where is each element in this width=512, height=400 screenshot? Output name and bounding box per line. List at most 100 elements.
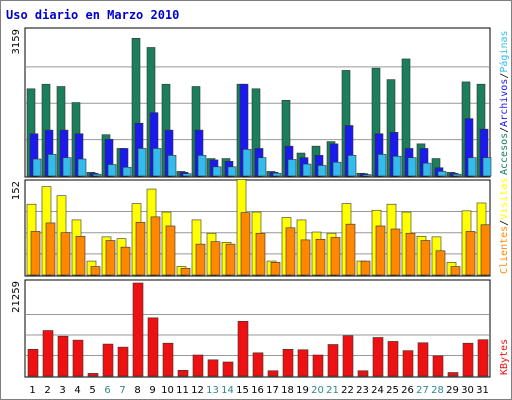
x-tick-day-31: 31 [476, 385, 489, 396]
x-tick-day-5: 5 [89, 385, 95, 396]
panel-3-legend: KBytes [499, 339, 510, 375]
panel-2-ymax-label: 152 [11, 181, 22, 200]
bar-clientes-day-25 [390, 228, 401, 276]
bar-clientes-day-3 [60, 232, 71, 276]
bar-pginas-day-22 [347, 155, 357, 177]
x-tick-day-26: 26 [401, 385, 414, 396]
bar-clientes-day-4 [75, 235, 86, 276]
legend-separator: / [499, 127, 510, 133]
bar-pginas-day-27 [422, 162, 432, 177]
bar-clientes-day-14 [225, 243, 236, 276]
bar-clientes-day-13 [210, 241, 221, 276]
bar-pginas-day-24 [377, 154, 387, 177]
bar-pginas-day-18 [287, 159, 297, 177]
x-tick-day-28: 28 [431, 385, 444, 396]
bar-kbytes-day-14 [222, 361, 234, 377]
panel-3-frame [24, 279, 491, 378]
panel-3-ymax-label: 21259 [11, 281, 22, 313]
legend-visitas: Visitas [499, 178, 510, 220]
x-tick-day-2: 2 [44, 385, 50, 396]
x-tick-day-30: 30 [461, 385, 474, 396]
bar-pginas-day-4 [77, 158, 87, 177]
x-tick-day-13: 13 [206, 385, 219, 396]
bar-clientes-day-15 [240, 212, 251, 276]
bar-kbytes-day-11 [177, 370, 189, 377]
bar-kbytes-day-15 [237, 321, 249, 377]
bar-clientes-day-5 [90, 266, 101, 276]
bar-kbytes-day-1 [27, 349, 39, 377]
bar-clientes-day-29 [450, 266, 461, 276]
panel-1-ymax-label: 3159 [11, 29, 22, 54]
bar-pginas-day-14 [227, 166, 237, 177]
bar-clientes-day-6 [105, 240, 116, 276]
x-tick-day-14: 14 [221, 385, 234, 396]
bar-kbytes-day-13 [207, 359, 219, 377]
bar-clientes-day-16 [255, 232, 266, 276]
x-tick-day-27: 27 [416, 385, 429, 396]
x-tick-day-23: 23 [356, 385, 369, 396]
bar-pginas-day-17 [272, 172, 282, 177]
bar-kbytes-day-18 [282, 349, 294, 377]
bar-clientes-day-9 [150, 216, 161, 276]
x-tick-day-8: 8 [134, 385, 140, 396]
bar-pginas-day-9 [152, 148, 162, 177]
bar-clientes-day-11 [180, 268, 191, 276]
bar-kbytes-day-21 [327, 344, 339, 377]
bar-clientes-day-22 [345, 223, 356, 276]
x-tick-day-17: 17 [266, 385, 279, 396]
bar-kbytes-day-17 [267, 370, 279, 377]
x-tick-day-24: 24 [371, 385, 384, 396]
bar-pginas-day-10 [167, 155, 177, 177]
x-tick-day-7: 7 [119, 385, 125, 396]
x-tick-day-20: 20 [311, 385, 324, 396]
bar-pginas-day-13 [212, 166, 222, 177]
x-tick-day-21: 21 [326, 385, 339, 396]
x-tick-day-9: 9 [149, 385, 155, 396]
bar-kbytes-day-24 [372, 337, 384, 377]
x-tick-day-12: 12 [191, 385, 204, 396]
x-tick-day-1: 1 [29, 385, 35, 396]
bar-pginas-day-2 [47, 154, 57, 177]
bar-kbytes-day-3 [57, 335, 69, 377]
bar-kbytes-day-29 [447, 372, 459, 377]
bar-clientes-day-1 [30, 231, 41, 276]
x-tick-day-3: 3 [59, 385, 65, 396]
bar-pginas-day-31 [482, 157, 492, 177]
x-tick-day-22: 22 [341, 385, 354, 396]
bar-clientes-day-20 [315, 238, 326, 276]
panel-1-frame [24, 27, 491, 178]
legend-kbytes: KBytes [499, 339, 510, 375]
legend-accesos: Accesos [499, 133, 510, 175]
bar-kbytes-day-7 [117, 346, 129, 377]
bar-pginas-day-26 [407, 157, 417, 177]
bar-kbytes-day-5 [87, 373, 99, 377]
bar-pginas-day-30 [467, 157, 477, 177]
bar-pginas-day-1 [32, 158, 42, 177]
panel-2-legend: Clientes/Visitas [499, 178, 510, 274]
bar-clientes-day-12 [195, 243, 206, 276]
bar-kbytes-day-22 [342, 335, 354, 377]
bar-pginas-day-29 [452, 173, 462, 177]
bar-clientes-day-28 [435, 250, 446, 276]
bar-clientes-day-7 [120, 246, 131, 276]
x-tick-day-29: 29 [446, 385, 459, 396]
bar-pginas-day-25 [392, 155, 402, 177]
bar-clientes-day-21 [330, 237, 341, 276]
bar-pginas-day-15 [242, 149, 252, 177]
bar-kbytes-day-30 [462, 342, 474, 377]
x-tick-day-16: 16 [251, 385, 264, 396]
legend-clientes: Clientes [499, 226, 510, 274]
bar-kbytes-day-4 [72, 339, 84, 377]
bar-pginas-day-7 [122, 166, 132, 177]
bar-pginas-day-23 [362, 174, 372, 177]
bar-kbytes-day-20 [312, 354, 324, 377]
bar-pginas-day-6 [107, 164, 117, 177]
x-tick-day-6: 6 [104, 385, 110, 396]
bar-pginas-day-16 [257, 157, 267, 177]
legend-separator: / [499, 220, 510, 226]
legend-separator: / [499, 73, 510, 79]
x-tick-day-15: 15 [236, 385, 249, 396]
bar-clientes-day-10 [165, 225, 176, 276]
bar-kbytes-day-31 [477, 339, 489, 377]
